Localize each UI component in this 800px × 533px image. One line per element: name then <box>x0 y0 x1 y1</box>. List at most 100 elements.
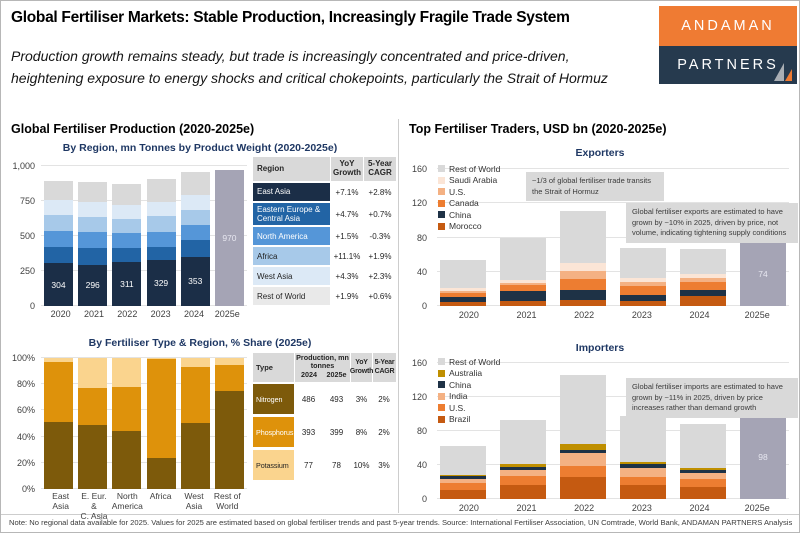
x-axis-tick-label: 2023 <box>150 309 171 319</box>
sail-icon <box>774 63 792 81</box>
legend-label: Morocco <box>449 221 482 231</box>
gridline <box>41 235 247 236</box>
segment-nitrogen <box>44 422 73 489</box>
u-s-swatch <box>438 404 445 411</box>
segment-u-s <box>620 476 666 486</box>
x-axis-tick-label: East Asia <box>52 491 70 511</box>
plot-area: 304 296 311 329 353 970 <box>41 165 247 306</box>
segment-west-asia <box>180 194 210 210</box>
type-table-body: Nitrogen 486 493 3% 2% Phosphorus 393 399 8% 2% Po… <box>253 384 396 480</box>
segment-rest-of-world <box>620 415 666 462</box>
logo-andaman: ANDAMAN <box>659 6 797 46</box>
segment-brazil <box>560 476 606 499</box>
segment-morocco <box>560 299 606 306</box>
segment-africa <box>180 209 210 226</box>
morocco-swatch <box>438 222 445 230</box>
segment-morocco <box>620 300 666 306</box>
bars: 304 296 311 329 353 970 <box>41 166 247 306</box>
segment-potassium <box>112 358 142 387</box>
plot-area: 98 <box>437 362 789 499</box>
segment-u-s <box>680 277 726 282</box>
segment-rest-of-world <box>620 247 666 278</box>
region-table-cagr: +2.8% <box>364 183 396 201</box>
segment-brazil <box>680 487 726 499</box>
y-axis-tick-label: 120 <box>411 198 427 209</box>
andaman-partners-logo: ANDAMAN PARTNERS <box>659 6 797 84</box>
type-table-2025e: 78 <box>323 450 351 480</box>
region-growth-table: Region YoY Growth 5-Year CAGR East Asia +7.1… <box>253 157 396 306</box>
segment-phosphorus <box>78 388 108 425</box>
x-axis-tick-label: Rest of World <box>213 491 241 511</box>
legend-item-australia: Australia <box>438 368 500 378</box>
exporters-legend: Rest of World Saudi Arabia U.S. Canada China… <box>438 164 500 231</box>
segment-china <box>440 476 486 479</box>
segment-phosphorus <box>214 364 244 391</box>
bar-north-america <box>112 358 142 489</box>
production-header-years: 2024 2025e <box>295 370 350 379</box>
segment-nitrogen <box>146 457 176 489</box>
segment-china <box>620 464 666 469</box>
region-table-region: Eastern Europe & Central Asia <box>253 203 330 226</box>
left-panel-title: Global Fertiliser Production (2020-2025e… <box>11 122 255 136</box>
legend-label: China <box>449 379 472 390</box>
gridline <box>437 202 789 204</box>
y-axis-tick-label: 60% <box>16 405 35 416</box>
y-axis-tick-label: 40 <box>416 460 427 470</box>
exporters-chart: Rest of World Saudi Arabia U.S. Canada China… <box>401 164 799 329</box>
region-table-yoy: +4.7% <box>331 203 363 226</box>
type-table-cagr: 3% <box>373 450 396 480</box>
bar-2024: 353 <box>180 172 210 306</box>
segment-nitrogen <box>214 390 244 489</box>
y-axis: 0 40 80 120 160 <box>401 164 427 311</box>
bar-2021 <box>500 419 546 499</box>
segment-west-asia <box>78 202 108 217</box>
region-table-region: Rest of World <box>253 287 330 306</box>
segment-china <box>680 289 726 296</box>
type-table-type: Nitrogen <box>253 384 295 414</box>
segment-rest-of-world <box>78 181 108 203</box>
panel-divider-vertical <box>398 119 399 513</box>
importers-chart: Rest of World Australia China India U.S. Braz… <box>401 357 799 523</box>
x-axis-tick-label: 2020 <box>50 309 71 319</box>
y-axis-tick-label: 1,000 <box>12 161 35 171</box>
legend-item-brazil: Brazil <box>438 414 500 424</box>
y-axis-tick-label: 0 <box>421 494 427 504</box>
segment-nitrogen <box>112 431 142 489</box>
production-by-region-chart: 0 250 500 750 1,000 304 296 311 329 353 970 2020 2… <box>7 161 397 326</box>
segment-brazil <box>620 485 666 499</box>
segment-rest-of-world <box>500 419 546 465</box>
x-axis-tick-label: 2020 <box>458 310 479 320</box>
legend-label: China <box>449 209 472 220</box>
legend-item-u-s: U.S. <box>438 187 500 197</box>
type-table-cagr: 2% <box>373 384 396 414</box>
segment-rest-of-world <box>440 259 486 289</box>
page-title: Global Fertiliser Markets: Stable Produc… <box>11 9 570 26</box>
x-axis-tick-label: 2021 <box>83 309 104 319</box>
segment-eastern-europe-central-asia <box>112 248 142 263</box>
x-axis-tick-label: 2020 <box>458 503 479 513</box>
bar-2023: 329 <box>146 178 176 306</box>
bars: 74 <box>437 169 789 306</box>
x-axis-tick-label: 2021 <box>516 503 537 513</box>
segment-china <box>560 289 606 300</box>
y-axis-tick-label: 40% <box>16 431 35 442</box>
bar-2023 <box>620 247 666 306</box>
region-table-cagr: -0.3% <box>364 227 396 246</box>
region-table-yoy: +11.1% <box>331 247 363 266</box>
page-subtitle-line1: Production growth remains steady, but tr… <box>11 48 570 64</box>
gridline <box>41 270 247 271</box>
segment-west-asia <box>146 202 176 217</box>
segment-phosphorus <box>112 386 142 432</box>
region-table-grid: Region YoY Growth 5-Year CAGR East Asia +7.1… <box>253 157 396 306</box>
x-axis-tick-label: 2025e <box>744 310 770 320</box>
segment-australia <box>560 443 606 450</box>
segment-potassium <box>44 358 73 362</box>
type-table-2024: 486 <box>295 384 323 414</box>
x-axis-tick-label: 2024 <box>689 503 710 513</box>
segment-nitrogen <box>180 423 210 489</box>
x-axis: East Asia E. Eur. & C. Asia North America A… <box>41 491 247 521</box>
segment-rest-of-world <box>112 183 142 206</box>
type-table-header-cagr: 5-Year CAGR <box>373 353 396 382</box>
segment-phosphorus <box>146 359 176 458</box>
segment-saudi-arabia <box>560 263 606 271</box>
